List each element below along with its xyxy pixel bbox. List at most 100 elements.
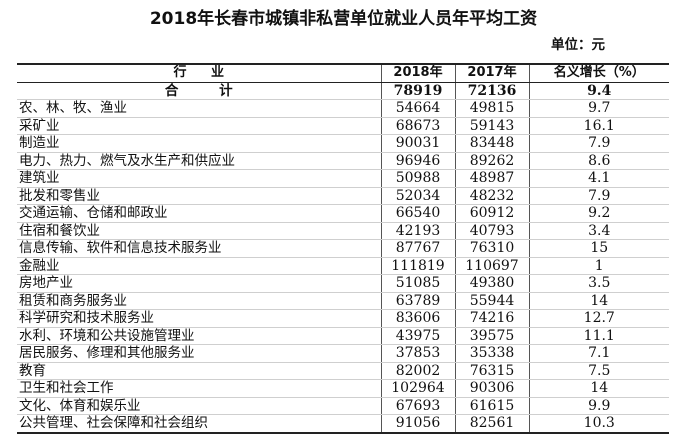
cell-2018: 82002 <box>381 362 456 380</box>
cell-growth: 1 <box>529 257 669 275</box>
cell-2018: 78919 <box>381 82 456 100</box>
table-row-total: 合 计 78919 72136 9.4 <box>17 82 669 100</box>
table-row: 公共管理、社会保障和社会组织 91056 82561 10.3 <box>17 414 669 434</box>
cell-2017: 82561 <box>455 414 530 434</box>
cell-growth: 7.9 <box>529 187 669 205</box>
cell-growth: 16.1 <box>529 117 669 135</box>
cell-industry: 住宿和餐饮业 <box>17 222 382 240</box>
table-row: 建筑业 50988 48987 4.1 <box>17 169 669 188</box>
table-row: 居民服务、修理和其他服务业 37853 35338 7.1 <box>17 344 669 363</box>
cell-growth: 4.1 <box>529 169 669 188</box>
table-row: 文化、体育和娱乐业 67693 61615 9.9 <box>17 397 669 415</box>
cell-2018: 51085 <box>381 274 456 293</box>
cell-2017: 48232 <box>455 187 530 205</box>
header-growth: 名义增长（%） <box>529 63 669 83</box>
cell-2017: 61615 <box>455 397 530 415</box>
cell-2017: 83448 <box>455 134 530 153</box>
cell-2017: 59143 <box>455 117 530 135</box>
cell-growth: 9.7 <box>529 99 669 118</box>
cell-2017: 49380 <box>455 274 530 293</box>
cell-growth: 3.4 <box>529 222 669 240</box>
cell-2018: 96946 <box>381 152 456 170</box>
cell-industry: 金融业 <box>17 257 382 275</box>
cell-2018: 111819 <box>381 257 456 275</box>
cell-2017: 35338 <box>455 344 530 363</box>
cell-2017: 89262 <box>455 152 530 170</box>
table-row: 住宿和餐饮业 42193 40793 3.4 <box>17 222 669 240</box>
cell-industry: 教育 <box>17 362 382 380</box>
cell-2017: 72136 <box>455 82 530 100</box>
table-row: 金融业 111819 110697 1 <box>17 257 669 275</box>
table-row: 信息传输、软件和信息技术服务业 87767 76310 15 <box>17 239 669 258</box>
cell-2017: 39575 <box>455 327 530 345</box>
table-row: 交通运输、仓储和邮政业 66540 60912 9.2 <box>17 204 669 223</box>
cell-2018: 90031 <box>381 134 456 153</box>
unit-label: 单位：元 <box>551 37 605 53</box>
cell-growth: 7.5 <box>529 362 669 380</box>
cell-industry: 交通运输、仓储和邮政业 <box>17 204 382 223</box>
cell-industry: 建筑业 <box>17 169 382 188</box>
cell-industry: 农、林、牧、渔业 <box>17 99 382 118</box>
cell-growth: 9.2 <box>529 204 669 223</box>
table-row: 批发和零售业 52034 48232 7.9 <box>17 187 669 205</box>
cell-growth: 9.9 <box>529 397 669 415</box>
cell-industry: 合 计 <box>17 82 382 100</box>
table-row: 农、林、牧、渔业 54664 49815 9.7 <box>17 99 669 118</box>
cell-growth: 14 <box>529 379 669 398</box>
cell-2018: 87767 <box>381 239 456 258</box>
cell-2018: 67693 <box>381 397 456 415</box>
cell-2018: 54664 <box>381 99 456 118</box>
cell-2017: 76310 <box>455 239 530 258</box>
table-row: 科学研究和技术服务业 83606 74216 12.7 <box>17 309 669 328</box>
cell-2017: 74216 <box>455 309 530 328</box>
cell-2017: 49815 <box>455 99 530 118</box>
table-row: 房地产业 51085 49380 3.5 <box>17 274 669 293</box>
cell-industry: 科学研究和技术服务业 <box>17 309 382 328</box>
cell-2018: 42193 <box>381 222 456 240</box>
cell-2017: 55944 <box>455 292 530 310</box>
cell-2018: 91056 <box>381 414 456 434</box>
cell-industry: 文化、体育和娱乐业 <box>17 397 382 415</box>
cell-2018: 37853 <box>381 344 456 363</box>
cell-industry: 信息传输、软件和信息技术服务业 <box>17 239 382 258</box>
cell-2017: 60912 <box>455 204 530 223</box>
cell-industry: 租赁和商务服务业 <box>17 292 382 310</box>
cell-2017: 76315 <box>455 362 530 380</box>
document-title: 2018年长春市城镇非私营单位就业人员年平均工资 <box>149 9 538 29</box>
table-row: 电力、热力、燃气及水生产和供应业 96946 89262 8.6 <box>17 152 669 170</box>
cell-growth: 12.7 <box>529 309 669 328</box>
cell-2018: 83606 <box>381 309 456 328</box>
cell-growth: 7.9 <box>529 134 669 153</box>
header-2017: 2017年 <box>455 63 530 83</box>
header-2018: 2018年 <box>381 63 456 83</box>
cell-2018: 43975 <box>381 327 456 345</box>
cell-growth: 11.1 <box>529 327 669 345</box>
table-row: 教育 82002 76315 7.5 <box>17 362 669 380</box>
cell-2017: 40793 <box>455 222 530 240</box>
cell-2017: 48987 <box>455 169 530 188</box>
table-header-row: 行 业 2018年 2017年 名义增长（%） <box>17 63 669 83</box>
cell-growth: 3.5 <box>529 274 669 293</box>
cell-industry: 制造业 <box>17 134 382 153</box>
cell-2018: 52034 <box>381 187 456 205</box>
cell-industry: 采矿业 <box>17 117 382 135</box>
cell-industry: 卫生和社会工作 <box>17 379 382 398</box>
cell-growth: 9.4 <box>529 82 669 100</box>
cell-2018: 66540 <box>381 204 456 223</box>
cell-industry: 水利、环境和公共设施管理业 <box>17 327 382 345</box>
table-row: 租赁和商务服务业 63789 55944 14 <box>17 292 669 310</box>
cell-2017: 90306 <box>455 379 530 398</box>
cell-growth: 15 <box>529 239 669 258</box>
cell-industry: 批发和零售业 <box>17 187 382 205</box>
cell-growth: 14 <box>529 292 669 310</box>
cell-growth: 8.6 <box>529 152 669 170</box>
header-industry: 行 业 <box>17 63 382 83</box>
table-row: 卫生和社会工作 102964 90306 14 <box>17 379 669 398</box>
cell-2017: 110697 <box>455 257 530 275</box>
wage-table: 行 业 2018年 2017年 名义增长（%） 合 计 78919 72136 … <box>17 63 669 434</box>
cell-2018: 68673 <box>381 117 456 135</box>
table-row: 制造业 90031 83448 7.9 <box>17 134 669 153</box>
cell-industry: 公共管理、社会保障和社会组织 <box>17 414 382 434</box>
cell-2018: 102964 <box>381 379 456 398</box>
table-row: 采矿业 68673 59143 16.1 <box>17 117 669 135</box>
